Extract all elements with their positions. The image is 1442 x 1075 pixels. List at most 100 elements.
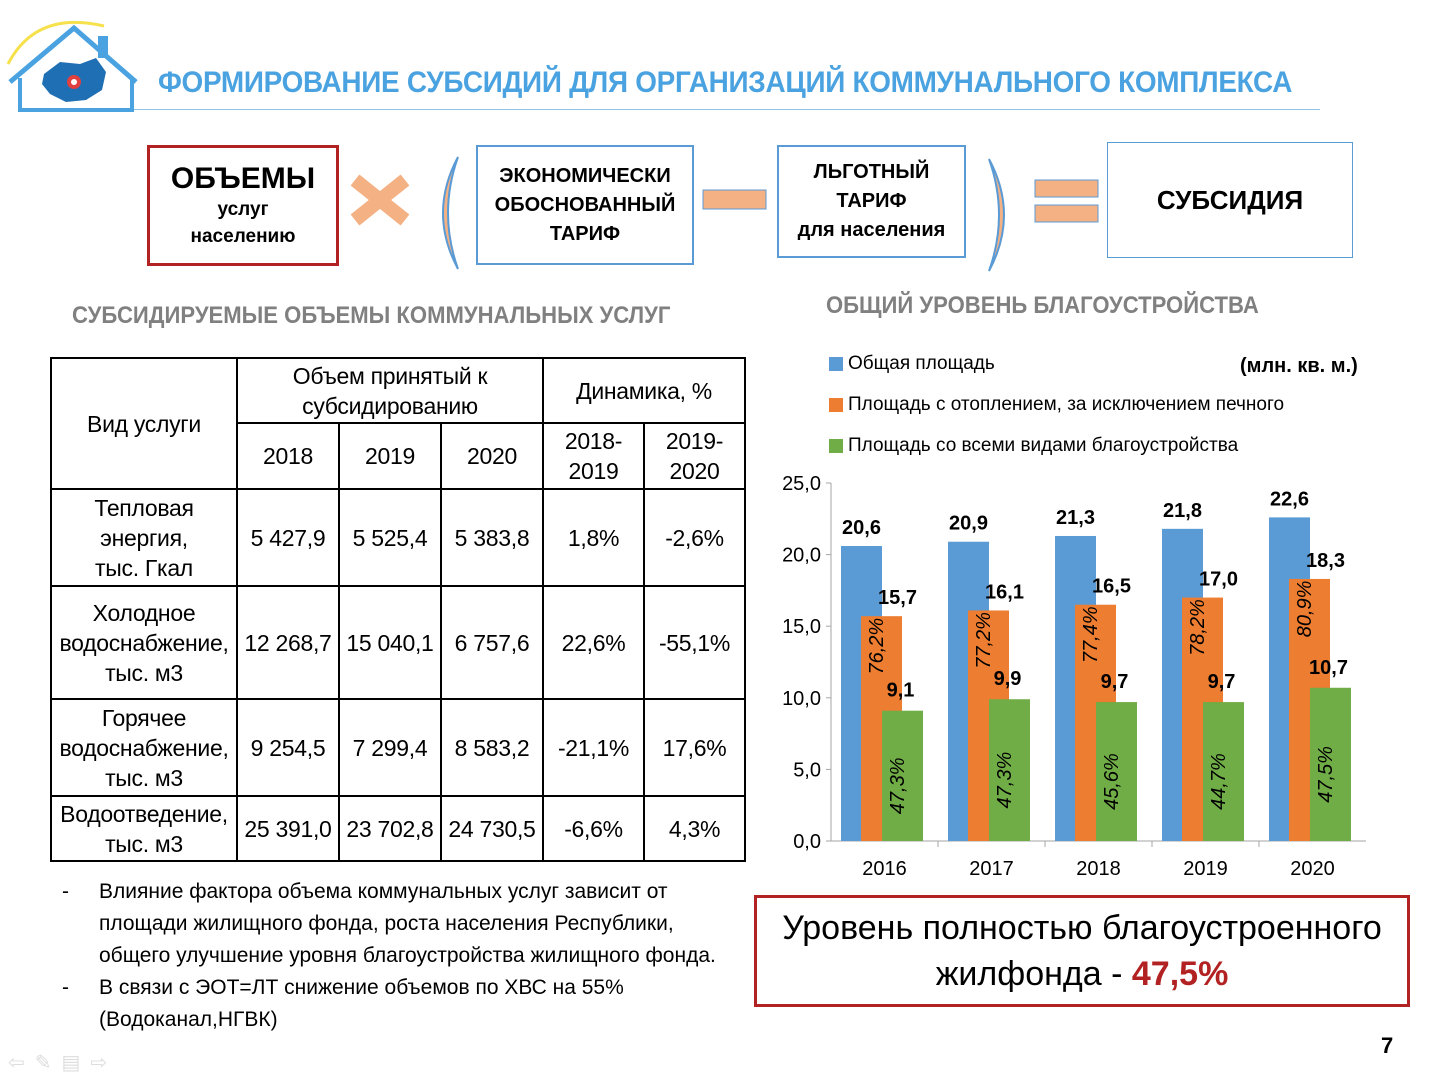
cell-value: 1,8% [542, 488, 645, 587]
notes-list: - Влияние фактора объема коммунальных ус… [62, 876, 752, 1036]
cell-value: 25 391,0 [236, 795, 340, 862]
x-tick-label: 2018 [1076, 858, 1121, 880]
y-tick-label: 15,0 [782, 616, 821, 638]
data-label: 21,8 [1163, 500, 1202, 522]
header-period-2019-2020: 2019- 2020 [643, 422, 746, 490]
share-label: 47,3% [994, 752, 1016, 809]
legend-swatch [829, 357, 843, 371]
cell-value: 8 583,2 [440, 698, 544, 797]
bar [882, 710, 923, 841]
share-label: 77,4% [1080, 606, 1102, 663]
row-name: Водоотведение, тыс. м3 [50, 795, 238, 862]
cell-value: 12 268,7 [236, 585, 340, 700]
minus-icon [702, 189, 767, 210]
header-volume-line-1: Объем принятый к [292, 362, 488, 389]
data-label: 9,7 [1101, 671, 1129, 693]
slide-nav-icons: ⇦✎▤⇨ [8, 1052, 118, 1074]
row-name-line: Тепловая [94, 494, 194, 521]
lt-line-1: ЛЬГОТНЫЙ [813, 161, 930, 183]
lt-line-3: для населения [797, 219, 946, 241]
share-label: 47,5% [1315, 746, 1337, 803]
chart-units: (млн. кв. м.) [1240, 355, 1358, 377]
note-line: В связи с ЭОТ=ЛТ снижение объемов по ХВС… [99, 976, 624, 999]
data-label: 18,3 [1306, 550, 1345, 572]
list-item: - В связи с ЭОТ=ЛТ снижение объемов по Х… [62, 972, 752, 1036]
cell-value: 15 040,1 [338, 585, 442, 700]
cell-value: 23 702,8 [338, 795, 442, 862]
x-tick-label: 2019 [1183, 858, 1228, 880]
eot-line-1: ЭКОНОМИЧЕСКИ [499, 164, 671, 187]
legend-item-heated-area: Площадь с отоплением, за исключением печ… [829, 394, 1284, 416]
row-name-line: тыс. м3 [105, 659, 183, 686]
data-label: 15,7 [878, 587, 917, 609]
share-label: 78,2% [1187, 599, 1209, 656]
share-label: 45,6% [1101, 753, 1123, 810]
cell-value: -6,6% [542, 795, 645, 862]
house-map-logo-icon [6, 20, 138, 112]
period-start: 2018- [564, 428, 623, 454]
data-label: 10,7 [1309, 657, 1348, 679]
row-name-line: тыс. Гкал [95, 554, 193, 581]
bar [1203, 702, 1244, 841]
period-end: 2019 [568, 458, 619, 484]
note-dash: - [62, 880, 69, 903]
header-volume-line-2: субсидированию [302, 392, 478, 419]
legend-label: Общая площадь [848, 353, 995, 374]
cell-value: 22,6% [542, 585, 645, 700]
period-start: 2019- [665, 428, 724, 454]
cell-value: -21,1% [542, 698, 645, 797]
x-tick-label: 2016 [862, 858, 907, 880]
y-tick-label: 10,0 [782, 688, 821, 710]
summary-value: 47,5% [1131, 955, 1229, 993]
volumes-box: ОБЪЕМЫ услуг населению [147, 145, 339, 266]
table-header-row: Вид услуги Объем принятый к субсидирован… [50, 357, 746, 490]
legend-label: Площадь с отоплением, за исключением печ… [848, 394, 1285, 415]
data-label: 21,3 [1056, 507, 1095, 529]
data-label: 9,9 [994, 668, 1022, 690]
close-paren-icon [988, 158, 1005, 272]
table-row: Горячее водоснабжение, тыс. м3 9 254,5 7… [50, 698, 746, 797]
legend-item-full-amenities: Площадь со всеми видами благоустройства [829, 435, 1238, 457]
data-label: 20,6 [842, 517, 881, 539]
cell-value: -55,1% [643, 585, 746, 700]
header-year-2020: 2020 [440, 422, 544, 490]
legend-swatch [829, 439, 843, 453]
data-label: 16,1 [985, 581, 1024, 603]
eot-line-2: ОБОСНОВАННЫЙ [494, 193, 676, 216]
x-tick-label: 2020 [1290, 858, 1335, 880]
page-title: ФОРМИРОВАНИЕ СУБСИДИЙ ДЛЯ ОРГАНИЗАЦИЙ КО… [158, 66, 1293, 99]
row-name-line: водоснабжение, [59, 629, 229, 656]
row-name: Горячее водоснабжение, тыс. м3 [50, 698, 238, 797]
services-table: Вид услуги Объем принятый к субсидирован… [50, 357, 746, 862]
cell-value: 5 525,4 [338, 488, 442, 587]
table-row: Холодное водоснабжение, тыс. м3 12 268,7… [50, 585, 746, 700]
volumes-line-2: населению [190, 225, 296, 247]
multiply-icon [350, 174, 410, 226]
row-name-line: Горячее [101, 704, 187, 731]
y-tick-label: 20,0 [782, 545, 821, 567]
row-name-line: водоснабжение, [59, 734, 229, 761]
bar [1310, 687, 1351, 841]
note-line: общего улучшение уровня благоустройства … [99, 944, 716, 967]
share-label: 44,7% [1208, 753, 1230, 810]
share-label: 76,2% [866, 618, 888, 675]
share-label: 47,3% [887, 757, 909, 814]
cell-value: 5 383,8 [440, 488, 544, 587]
open-paren-icon [442, 156, 459, 270]
table-row: Водоотведение, тыс. м3 25 391,0 23 702,8… [50, 795, 746, 862]
volumes-line-1: услуг [217, 198, 269, 220]
bar [989, 699, 1030, 841]
period-end: 2020 [669, 458, 720, 484]
eot-line-3: ТАРИФ [549, 222, 621, 245]
data-label: 20,9 [949, 513, 988, 535]
data-label: 16,5 [1092, 576, 1131, 598]
header-year-2019: 2019 [338, 422, 442, 490]
table-section-title: СУБСИДИРУЕМЫЕ ОБЪЕМЫ КОММУНАЛЬНЫХ УСЛУГ [72, 302, 671, 329]
volumes-heading: ОБЪЕМЫ [170, 161, 316, 195]
subsidy-label: СУБСИДИЯ [1156, 184, 1304, 215]
cell-value: -2,6% [643, 488, 746, 587]
cell-value: 5 427,9 [236, 488, 340, 587]
y-tick-label: 0,0 [793, 831, 821, 853]
legend-item-total-area: Общая площадь [829, 353, 995, 375]
cell-value: 24 730,5 [440, 795, 544, 862]
